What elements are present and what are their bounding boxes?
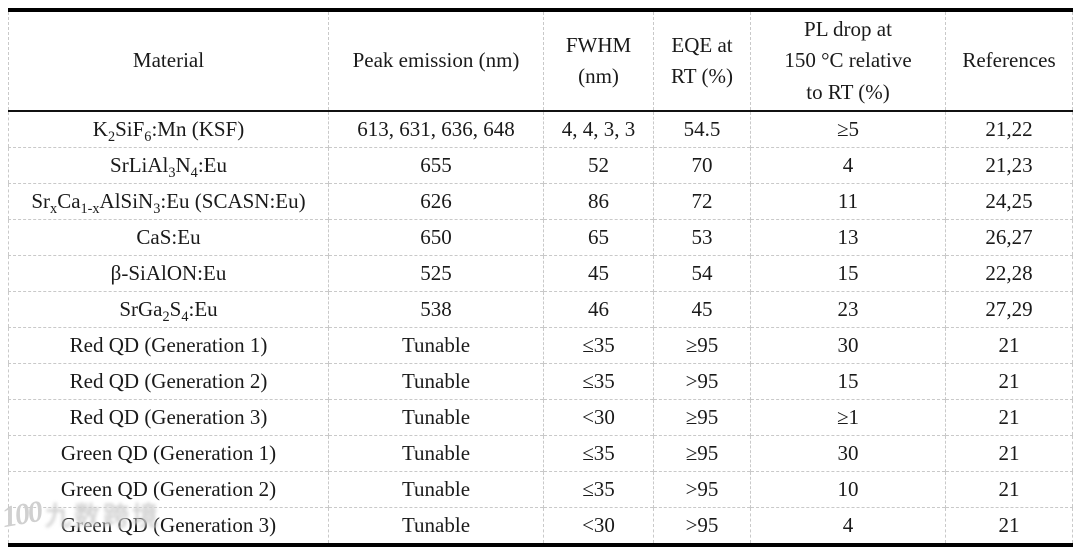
cell-references: 21 bbox=[945, 435, 1073, 472]
cell-fwhm: 65 bbox=[543, 219, 654, 256]
cell-material: SrLiAl3N4:Eu bbox=[8, 147, 329, 184]
cell-references: 27,29 bbox=[945, 291, 1073, 328]
cell-references: 21 bbox=[945, 363, 1073, 400]
table-row: SrGa2S4:Eu 538 46 45 23 27,29 bbox=[8, 291, 1073, 328]
column-header-peak-emission: Peak emission (nm) bbox=[328, 10, 544, 112]
column-header-fwhm: FWHM (nm) bbox=[543, 10, 654, 112]
cell-references: 21,22 bbox=[945, 111, 1073, 148]
table-row: SrLiAl3N4:Eu 655 52 70 4 21,23 bbox=[8, 147, 1073, 184]
cell-peak-emission: 613, 631, 636, 648 bbox=[328, 111, 544, 148]
cell-material: CaS:Eu bbox=[8, 219, 329, 256]
column-header-eqe: EQE at RT (%) bbox=[653, 10, 751, 112]
cell-eqe: 54.5 bbox=[653, 111, 751, 148]
cell-pl-drop: 15 bbox=[750, 255, 946, 292]
cell-material: β-SiAlON:Eu bbox=[8, 255, 329, 292]
table-body: K2SiF6:Mn (KSF) 613, 631, 636, 648 4, 4,… bbox=[8, 111, 1073, 545]
table-row: Red QD (Generation 1) Tunable ≤35 ≥95 30… bbox=[8, 327, 1073, 364]
cell-material: Red QD (Generation 1) bbox=[8, 327, 329, 364]
cell-references: 21 bbox=[945, 471, 1073, 508]
cell-pl-drop: 4 bbox=[750, 507, 946, 545]
cell-fwhm: <30 bbox=[543, 399, 654, 436]
cell-peak-emission: Tunable bbox=[328, 435, 544, 472]
cell-pl-drop: 30 bbox=[750, 435, 946, 472]
table-row: CaS:Eu 650 65 53 13 26,27 bbox=[8, 219, 1073, 256]
phosphor-qd-comparison-table-wrap: Material Peak emission (nm) FWHM (nm) EQ… bbox=[8, 8, 1073, 547]
cell-fwhm: 52 bbox=[543, 147, 654, 184]
cell-fwhm: <30 bbox=[543, 507, 654, 545]
cell-material: Green QD (Generation 1) bbox=[8, 435, 329, 472]
table-header: Material Peak emission (nm) FWHM (nm) EQ… bbox=[8, 10, 1073, 112]
header-row: Material Peak emission (nm) FWHM (nm) EQ… bbox=[8, 10, 1073, 112]
cell-pl-drop: 11 bbox=[750, 183, 946, 220]
cell-fwhm: 86 bbox=[543, 183, 654, 220]
cell-fwhm: ≤35 bbox=[543, 435, 654, 472]
cell-eqe: ≥95 bbox=[653, 399, 751, 436]
cell-references: 21 bbox=[945, 399, 1073, 436]
cell-eqe: 45 bbox=[653, 291, 751, 328]
cell-pl-drop: ≥5 bbox=[750, 111, 946, 148]
cell-peak-emission: 655 bbox=[328, 147, 544, 184]
table-row: Red QD (Generation 3) Tunable <30 ≥95 ≥1… bbox=[8, 399, 1073, 436]
cell-pl-drop: 13 bbox=[750, 219, 946, 256]
cell-peak-emission: Tunable bbox=[328, 327, 544, 364]
table-row: Red QD (Generation 2) Tunable ≤35 >95 15… bbox=[8, 363, 1073, 400]
cell-references: 22,28 bbox=[945, 255, 1073, 292]
cell-fwhm: ≤35 bbox=[543, 471, 654, 508]
cell-eqe: >95 bbox=[653, 363, 751, 400]
cell-references: 26,27 bbox=[945, 219, 1073, 256]
cell-fwhm: 4, 4, 3, 3 bbox=[543, 111, 654, 148]
cell-references: 21 bbox=[945, 327, 1073, 364]
cell-references: 24,25 bbox=[945, 183, 1073, 220]
cell-references: 21 bbox=[945, 507, 1073, 545]
cell-eqe: ≥95 bbox=[653, 435, 751, 472]
cell-references: 21,23 bbox=[945, 147, 1073, 184]
cell-peak-emission: 650 bbox=[328, 219, 544, 256]
table-row: Green QD (Generation 3) Tunable <30 >95 … bbox=[8, 507, 1073, 545]
table-row: Green QD (Generation 1) Tunable ≤35 ≥95 … bbox=[8, 435, 1073, 472]
cell-eqe: ≥95 bbox=[653, 327, 751, 364]
cell-peak-emission: Tunable bbox=[328, 363, 544, 400]
cell-peak-emission: Tunable bbox=[328, 399, 544, 436]
cell-pl-drop: ≥1 bbox=[750, 399, 946, 436]
cell-fwhm: ≤35 bbox=[543, 363, 654, 400]
table-row: SrxCa1-xAlSiN3:Eu (SCASN:Eu) 626 86 72 1… bbox=[8, 183, 1073, 220]
column-header-references: References bbox=[945, 10, 1073, 112]
cell-fwhm: 45 bbox=[543, 255, 654, 292]
cell-material: Green QD (Generation 3) bbox=[8, 507, 329, 545]
cell-material: K2SiF6:Mn (KSF) bbox=[92, 117, 245, 146]
cell-peak-emission: 525 bbox=[328, 255, 544, 292]
cell-peak-emission: Tunable bbox=[328, 507, 544, 545]
cell-pl-drop: 10 bbox=[750, 471, 946, 508]
cell-peak-emission: 538 bbox=[328, 291, 544, 328]
phosphor-qd-comparison-table: Material Peak emission (nm) FWHM (nm) EQ… bbox=[8, 8, 1073, 547]
cell-eqe: >95 bbox=[653, 507, 751, 545]
cell-pl-drop: 15 bbox=[750, 363, 946, 400]
cell-pl-drop: 4 bbox=[750, 147, 946, 184]
cell-pl-drop: 23 bbox=[750, 291, 946, 328]
cell-pl-drop: 30 bbox=[750, 327, 946, 364]
table-row: K2SiF6:Mn (KSF) 613, 631, 636, 648 4, 4,… bbox=[9, 111, 1073, 148]
cell-eqe: >95 bbox=[653, 471, 751, 508]
cell-peak-emission: 626 bbox=[328, 183, 544, 220]
cell-material: Green QD (Generation 2) bbox=[8, 471, 329, 508]
cell-material: Red QD (Generation 2) bbox=[8, 363, 329, 400]
cell-material: SrGa2S4:Eu bbox=[8, 291, 329, 328]
cell-eqe: 53 bbox=[653, 219, 751, 256]
table-row: β-SiAlON:Eu 525 45 54 15 22,28 bbox=[8, 255, 1073, 292]
cell-material: SrxCa1-xAlSiN3:Eu (SCASN:Eu) bbox=[8, 183, 329, 220]
cell-fwhm: 46 bbox=[543, 291, 654, 328]
cell-material: Red QD (Generation 3) bbox=[8, 399, 329, 436]
cell-eqe: 54 bbox=[653, 255, 751, 292]
cell-peak-emission: Tunable bbox=[328, 471, 544, 508]
column-header-pl-drop: PL drop at 150 °C relative to RT (%) bbox=[750, 10, 946, 112]
column-header-material: Material bbox=[8, 10, 329, 112]
cell-fwhm: ≤35 bbox=[543, 327, 654, 364]
cell-eqe: 72 bbox=[653, 183, 751, 220]
cell-eqe: 70 bbox=[653, 147, 751, 184]
table-row: Green QD (Generation 2) Tunable ≤35 >95 … bbox=[8, 471, 1073, 508]
